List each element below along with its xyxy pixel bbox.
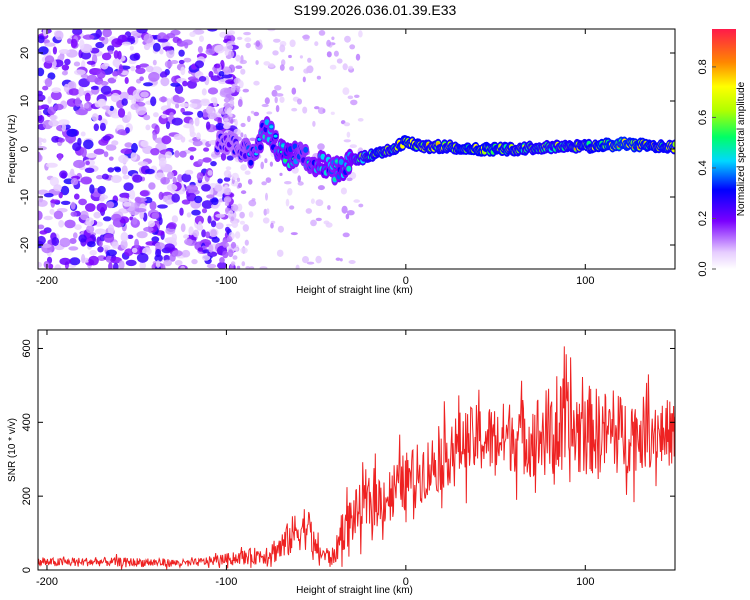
x-tick-label-bottom-1: -100 [215, 576, 237, 588]
y-tick-label-bottom-1: 200 [21, 487, 33, 505]
x-axis-title-bottom: Height of straight line (km) [296, 585, 413, 596]
colorbar-tick-label-0: 0.0 [697, 261, 709, 276]
x-tick-label-top-1: -100 [215, 275, 237, 287]
x-tick-label-top-3: 100 [576, 275, 594, 287]
snr-frame [37, 329, 676, 571]
y-tick-label-top-2: 0 [19, 146, 31, 152]
snr-series-line [38, 346, 675, 570]
y-axis-title-top: Frequency (Hz) [7, 115, 18, 184]
x-axis-title-top: Height of straight line (km) [296, 285, 413, 296]
y-tick-label-top-0: -20 [19, 237, 31, 253]
colorbar-tick-label-3: 0.6 [697, 110, 709, 125]
colorbar-tick-label-2: 0.4 [697, 160, 709, 175]
x-tick-label-top-2: 0 [403, 275, 409, 287]
y-tick-label-top-4: 20 [19, 47, 31, 59]
x-tick-label-bottom-3: 100 [576, 576, 594, 588]
colorbar-tick-label-1: 0.2 [697, 211, 709, 226]
x-tick-label-bottom-0: -200 [36, 576, 58, 588]
colorbar-tick-label-4: 0.8 [697, 59, 709, 74]
colorbar-title: Normalized spectral amplitude [736, 81, 747, 216]
y-tick-label-top-1: -10 [19, 189, 31, 205]
chart-title: S199.2026.036.01.39.E33 [293, 2, 457, 18]
snr-series-group [38, 346, 675, 570]
y-axis-title-bottom: SNR (10 * v/v) [7, 418, 18, 482]
colorbar-gradient [712, 29, 736, 269]
snr-panel: -200 -100 0 100 0 200 400 600 Height of straight… [7, 329, 676, 596]
y-tick-label-bottom-2: 400 [21, 413, 33, 431]
colorbar: 0.0 0.2 0.4 0.6 0.8 Normalized spectral ampli… [697, 29, 747, 277]
y-tick-label-bottom-3: 600 [21, 339, 33, 357]
spectrogram-cells [38, 29, 675, 269]
x-tick-label-bottom-2: 0 [403, 576, 409, 588]
y-tick-label-top-3: 10 [19, 95, 31, 107]
x-tick-label-top-0: -200 [36, 275, 58, 287]
y-tick-label-bottom-0: 0 [21, 567, 33, 573]
